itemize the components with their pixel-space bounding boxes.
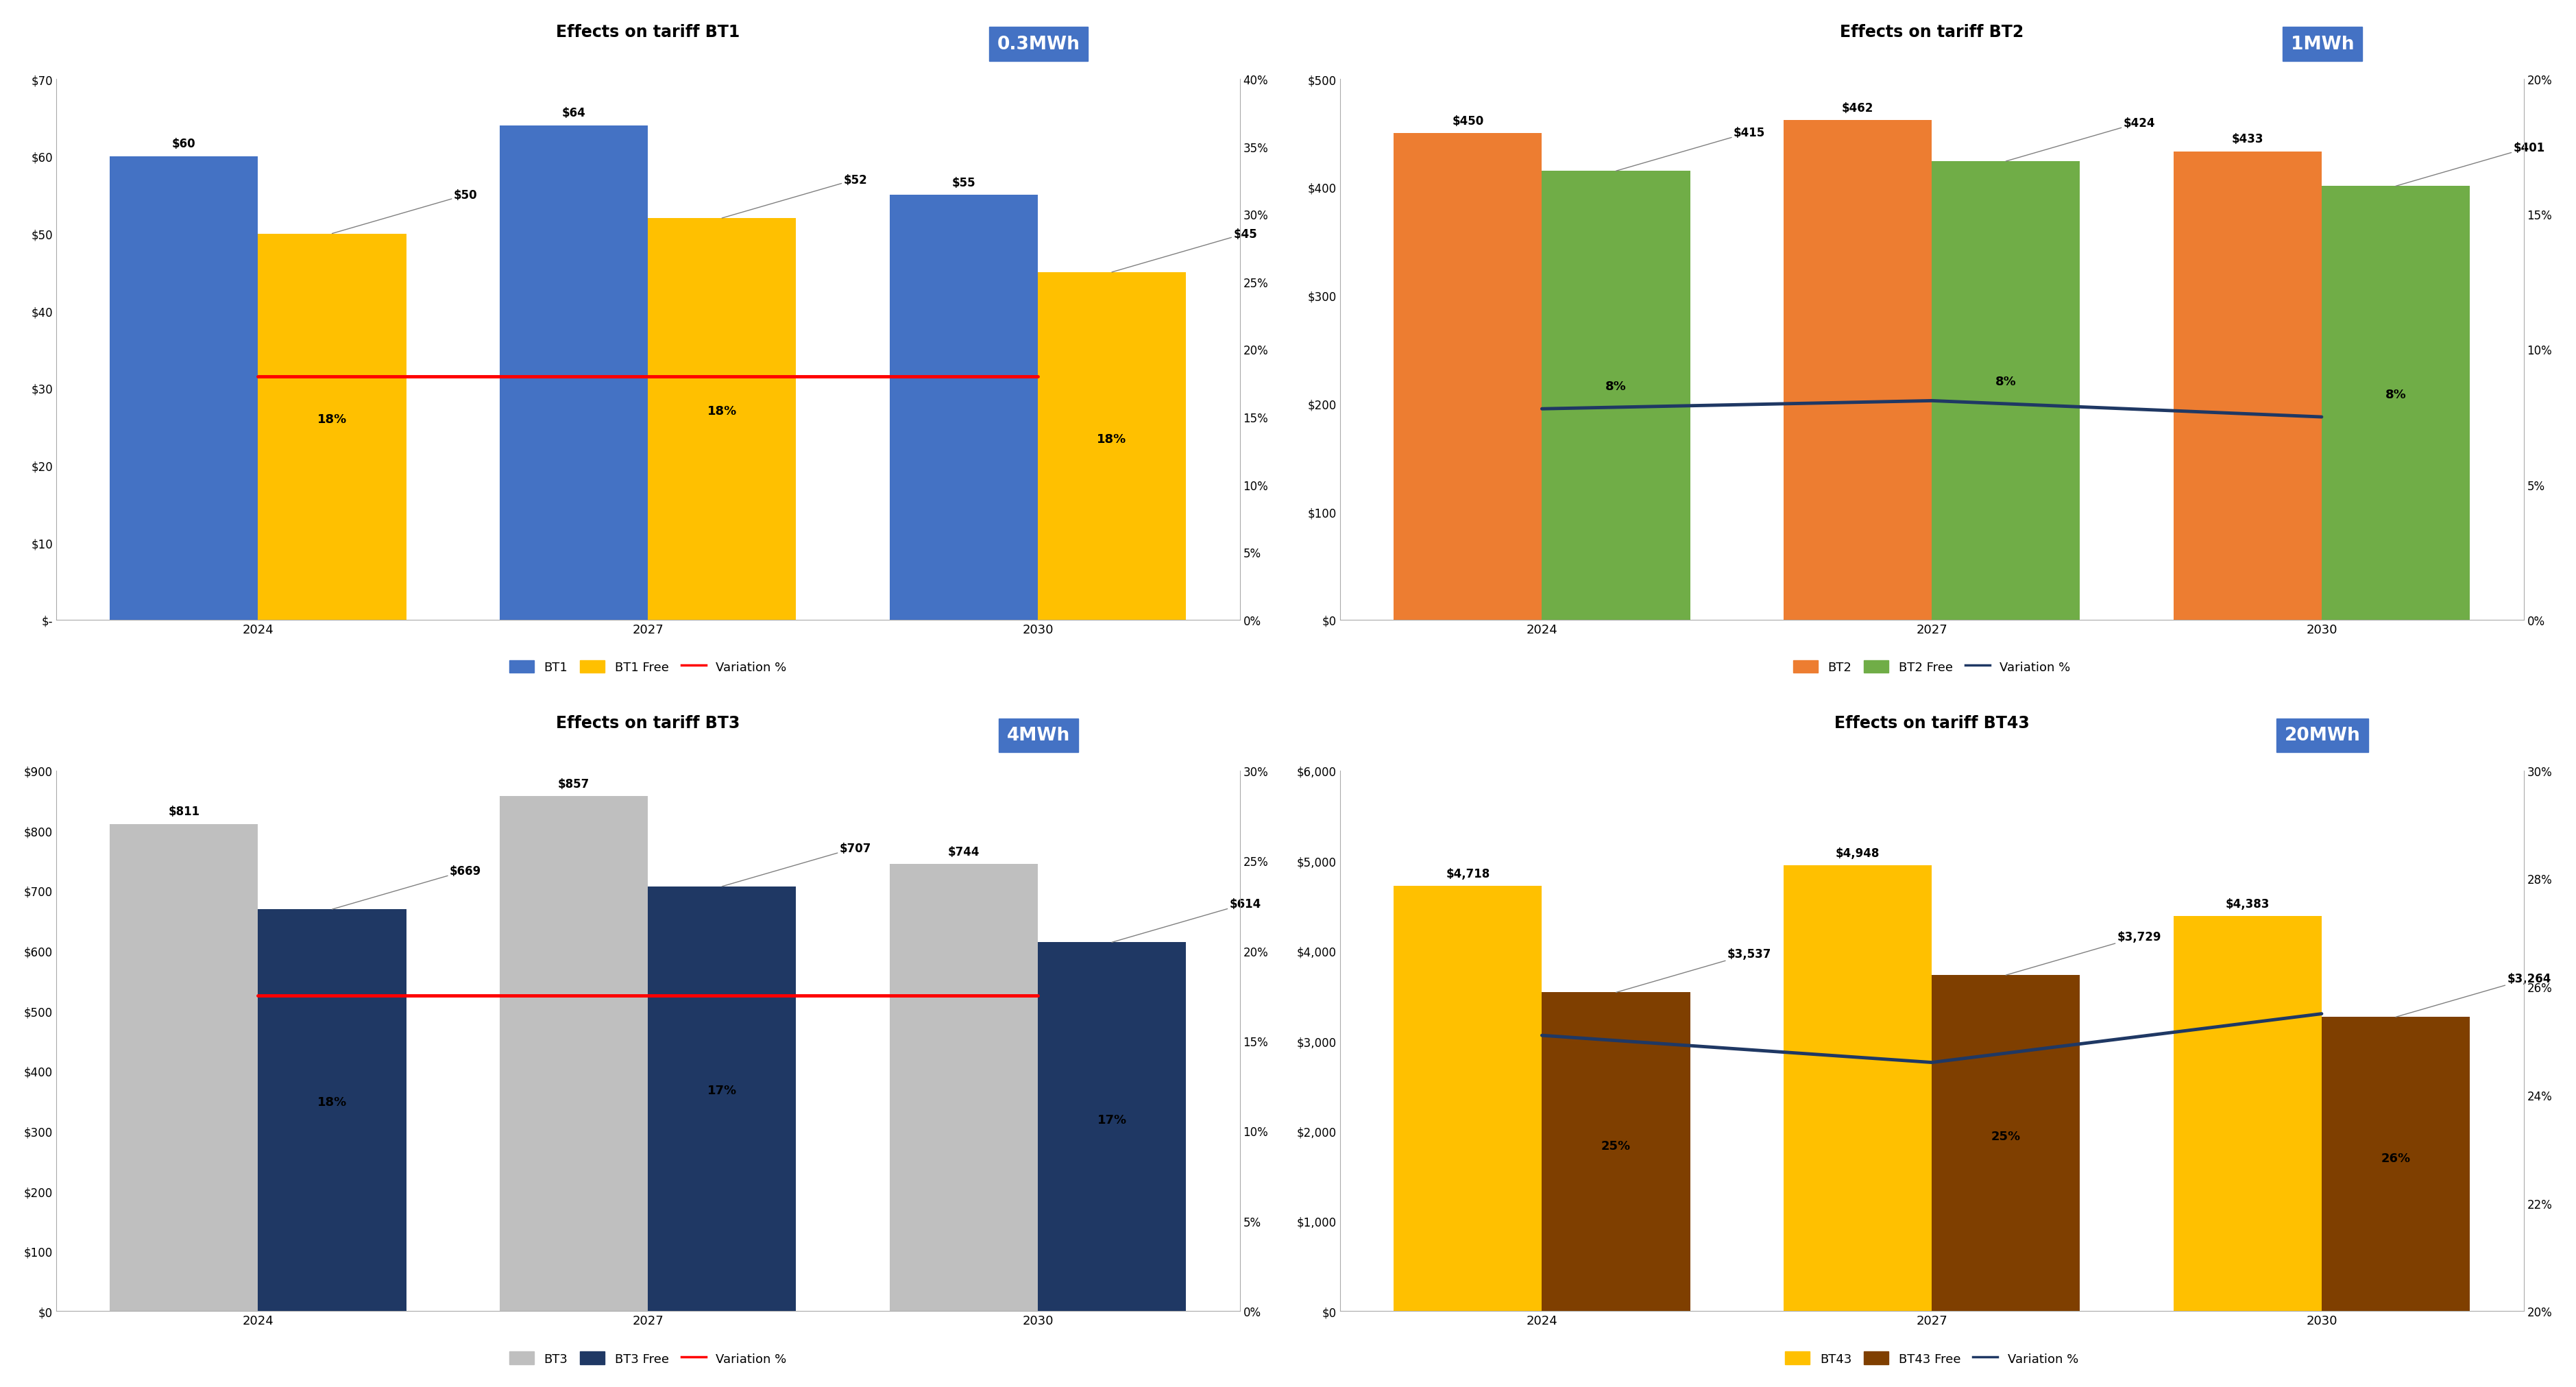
- Text: $450: $450: [1453, 115, 1484, 128]
- Text: $857: $857: [559, 778, 590, 791]
- Bar: [500, 126, 649, 620]
- Text: $811: $811: [167, 806, 201, 818]
- Text: $433: $433: [2231, 133, 2264, 146]
- Text: 18%: 18%: [1097, 433, 1126, 445]
- Title: Effects on tariff BT1: Effects on tariff BT1: [556, 24, 739, 40]
- Bar: [1932, 162, 2079, 620]
- Text: $3,729: $3,729: [2007, 931, 2161, 975]
- Text: $60: $60: [173, 139, 196, 150]
- Text: 4MWh: 4MWh: [1007, 727, 1069, 745]
- Text: $744: $744: [948, 846, 979, 859]
- Text: $614: $614: [1113, 897, 1262, 943]
- Text: $50: $50: [332, 189, 477, 234]
- Bar: [649, 886, 796, 1311]
- Bar: [111, 824, 258, 1311]
- Bar: [111, 157, 258, 620]
- Text: $4,718: $4,718: [1445, 867, 1489, 879]
- Text: $462: $462: [1842, 101, 1873, 114]
- Text: 26%: 26%: [2380, 1153, 2411, 1165]
- Bar: [889, 196, 1038, 620]
- Bar: [1932, 975, 2079, 1311]
- Title: Effects on tariff BT3: Effects on tariff BT3: [556, 714, 739, 731]
- Bar: [2321, 187, 2470, 620]
- Bar: [649, 219, 796, 620]
- Legend: BT2, BT2 Free, Variation %: BT2, BT2 Free, Variation %: [1788, 656, 2076, 678]
- Text: $55: $55: [951, 176, 976, 189]
- Text: $415: $415: [1615, 126, 1765, 172]
- Text: $4,383: $4,383: [2226, 897, 2269, 910]
- Bar: [1783, 121, 1932, 620]
- Title: Effects on tariff BT43: Effects on tariff BT43: [1834, 714, 2030, 731]
- Legend: BT3, BT3 Free, Variation %: BT3, BT3 Free, Variation %: [505, 1347, 791, 1370]
- Text: 8%: 8%: [1996, 376, 2017, 388]
- Bar: [1543, 993, 1690, 1311]
- Bar: [1038, 273, 1185, 620]
- Text: $45: $45: [1113, 227, 1257, 273]
- Text: 25%: 25%: [1991, 1130, 2020, 1143]
- Text: $401: $401: [2396, 141, 2545, 187]
- Text: 8%: 8%: [1605, 380, 1625, 393]
- Text: 17%: 17%: [1097, 1114, 1126, 1126]
- Text: $669: $669: [332, 864, 482, 910]
- Bar: [500, 796, 649, 1311]
- Bar: [1394, 133, 1543, 620]
- Text: $3,264: $3,264: [2396, 972, 2550, 1017]
- Bar: [1783, 865, 1932, 1311]
- Legend: BT43, BT43 Free, Variation %: BT43, BT43 Free, Variation %: [1780, 1347, 2084, 1370]
- Text: 25%: 25%: [1602, 1139, 1631, 1151]
- Bar: [258, 234, 407, 620]
- Text: 17%: 17%: [708, 1085, 737, 1097]
- Bar: [2321, 1017, 2470, 1311]
- Text: $4,948: $4,948: [1837, 846, 1880, 859]
- Bar: [2174, 153, 2321, 620]
- Title: Effects on tariff BT2: Effects on tariff BT2: [1839, 24, 2025, 40]
- Text: 18%: 18%: [317, 1096, 348, 1108]
- Text: 0.3MWh: 0.3MWh: [997, 36, 1079, 54]
- Text: 8%: 8%: [2385, 388, 2406, 401]
- Bar: [258, 910, 407, 1311]
- Text: $424: $424: [2007, 117, 2156, 162]
- Text: 1MWh: 1MWh: [2290, 36, 2354, 54]
- Text: $3,537: $3,537: [1615, 947, 1772, 993]
- Bar: [889, 864, 1038, 1311]
- Text: $707: $707: [721, 842, 871, 886]
- Legend: BT1, BT1 Free, Variation %: BT1, BT1 Free, Variation %: [505, 656, 791, 678]
- Bar: [1038, 943, 1185, 1311]
- Text: $64: $64: [562, 107, 585, 119]
- Text: $52: $52: [721, 173, 868, 219]
- Text: 18%: 18%: [317, 413, 348, 426]
- Bar: [1394, 886, 1543, 1311]
- Text: 18%: 18%: [708, 405, 737, 417]
- Bar: [2174, 917, 2321, 1311]
- Text: 20MWh: 20MWh: [2285, 727, 2360, 745]
- Bar: [1543, 172, 1690, 620]
